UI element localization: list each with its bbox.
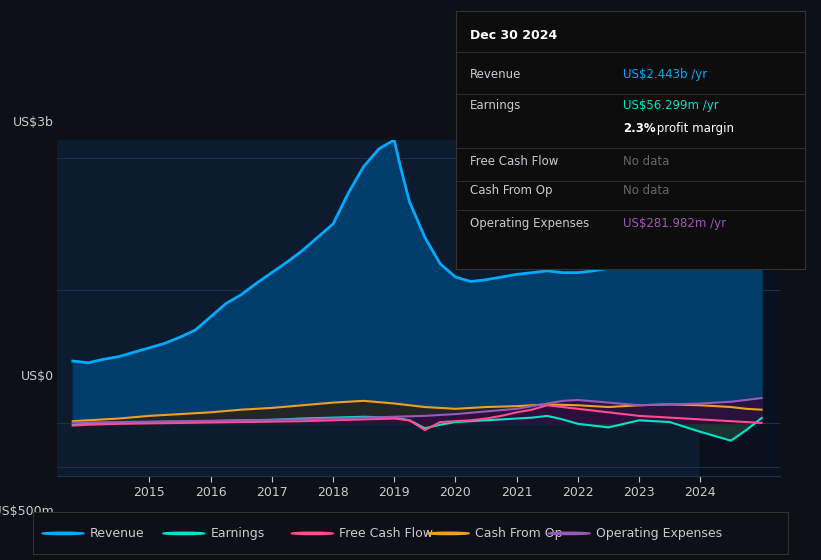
Text: Revenue: Revenue: [89, 527, 144, 540]
Text: Operating Expenses: Operating Expenses: [470, 217, 589, 230]
Circle shape: [163, 532, 205, 535]
Bar: [700, 140, 780, 476]
Text: Revenue: Revenue: [470, 68, 521, 81]
Text: Free Cash Flow: Free Cash Flow: [470, 156, 558, 169]
Text: No data: No data: [623, 156, 669, 169]
Text: Earnings: Earnings: [210, 527, 264, 540]
Text: Cash From Op: Cash From Op: [470, 184, 552, 197]
Text: 2.3%: 2.3%: [623, 122, 656, 135]
Circle shape: [42, 532, 85, 535]
Text: US$0: US$0: [21, 370, 54, 384]
Text: Free Cash Flow: Free Cash Flow: [339, 527, 433, 540]
Text: US$281.982m /yr: US$281.982m /yr: [623, 217, 727, 230]
Text: US$3b: US$3b: [13, 116, 54, 129]
Circle shape: [548, 532, 590, 535]
Text: No data: No data: [623, 184, 669, 197]
Circle shape: [427, 532, 470, 535]
Circle shape: [291, 532, 333, 535]
Text: US$2.443b /yr: US$2.443b /yr: [623, 68, 708, 81]
Text: profit margin: profit margin: [653, 122, 734, 135]
Text: US$56.299m /yr: US$56.299m /yr: [623, 99, 719, 112]
Text: Dec 30 2024: Dec 30 2024: [470, 29, 557, 42]
Text: -US$500m: -US$500m: [0, 505, 54, 517]
Text: Earnings: Earnings: [470, 99, 521, 112]
Text: Cash From Op: Cash From Op: [475, 527, 562, 540]
Text: Operating Expenses: Operating Expenses: [595, 527, 722, 540]
